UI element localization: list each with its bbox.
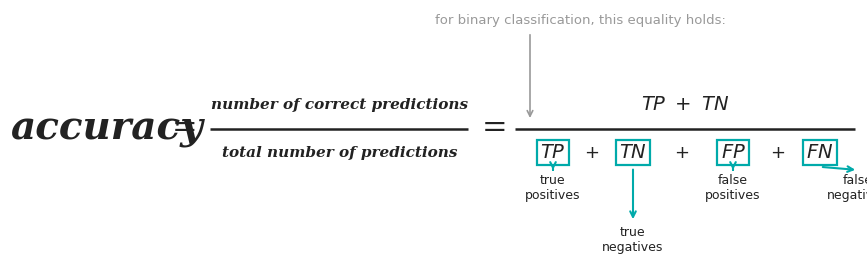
Text: total number of predictions: total number of predictions bbox=[222, 146, 458, 160]
Text: true
negatives: true negatives bbox=[603, 226, 663, 254]
Text: $+$: $+$ bbox=[584, 144, 600, 162]
Text: true
positives: true positives bbox=[525, 174, 581, 202]
Text: $\mathit{TP}$: $\mathit{TP}$ bbox=[540, 144, 566, 162]
Text: $+$: $+$ bbox=[771, 144, 786, 162]
Text: false
positives: false positives bbox=[705, 174, 760, 202]
Text: $\mathit{TN}$: $\mathit{TN}$ bbox=[619, 144, 647, 162]
Text: for binary classification, this equality holds:: for binary classification, this equality… bbox=[434, 14, 726, 27]
Text: accuracy: accuracy bbox=[10, 110, 203, 148]
Text: number of correct predictions: number of correct predictions bbox=[212, 98, 468, 112]
Text: =: = bbox=[173, 113, 198, 144]
Text: $\mathit{FP}$: $\mathit{FP}$ bbox=[720, 144, 746, 162]
Text: false
negatives: false negatives bbox=[827, 174, 867, 202]
Text: $\mathit{TP}\ +\ \mathit{TN}$: $\mathit{TP}\ +\ \mathit{TN}$ bbox=[641, 96, 729, 114]
Text: $+$: $+$ bbox=[675, 144, 689, 162]
Text: $\mathit{FN}$: $\mathit{FN}$ bbox=[806, 144, 834, 162]
Text: =: = bbox=[482, 113, 508, 144]
